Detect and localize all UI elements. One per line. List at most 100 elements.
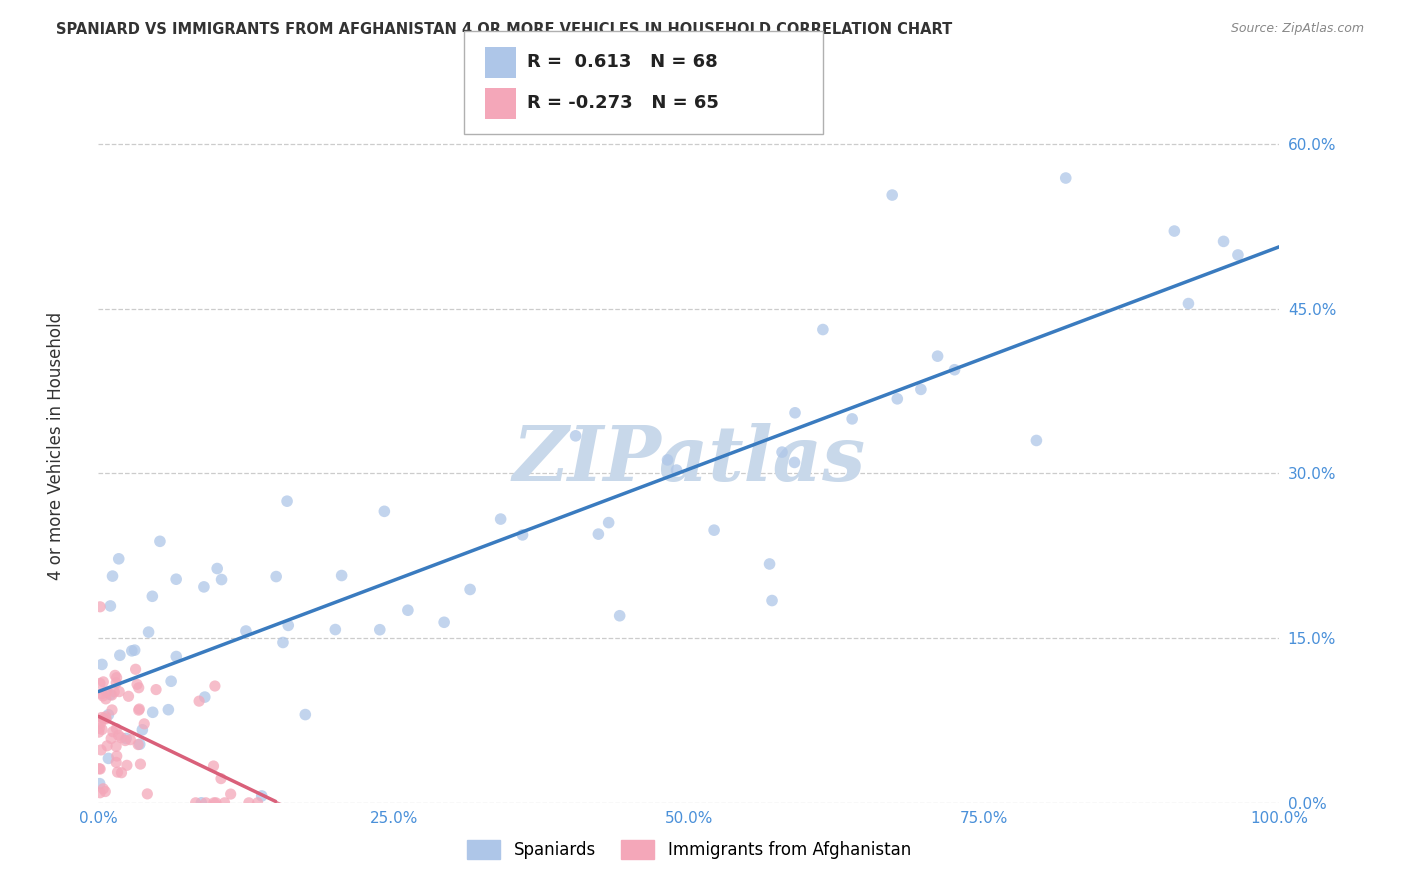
Point xyxy=(87,725,110,739)
Point xyxy=(94,784,117,798)
Point xyxy=(323,623,346,637)
Point xyxy=(202,796,225,810)
Point xyxy=(94,709,117,723)
Text: R =  0.613   N = 68: R = 0.613 N = 68 xyxy=(527,54,718,71)
Point xyxy=(117,690,139,704)
Point xyxy=(105,749,128,764)
Point xyxy=(138,625,160,640)
Point xyxy=(264,569,287,583)
Point xyxy=(89,762,111,776)
Point xyxy=(131,723,153,737)
Point xyxy=(89,777,111,791)
Point xyxy=(1054,171,1077,186)
Text: SPANIARD VS IMMIGRANTS FROM AFGHANISTAN 4 OR MORE VEHICLES IN HOUSEHOLD CORRELAT: SPANIARD VS IMMIGRANTS FROM AFGHANISTAN … xyxy=(56,22,952,37)
Point xyxy=(134,716,156,731)
Point xyxy=(115,758,138,772)
Point xyxy=(205,561,228,575)
Point xyxy=(211,573,233,587)
Point xyxy=(783,455,806,469)
Point xyxy=(97,707,120,722)
Point xyxy=(125,677,148,691)
Point xyxy=(101,724,124,739)
Point xyxy=(94,712,117,726)
Point xyxy=(107,551,129,566)
Point xyxy=(609,608,631,623)
Point xyxy=(209,772,232,786)
Point xyxy=(124,662,146,676)
Point xyxy=(101,569,124,583)
Point xyxy=(564,429,586,443)
Point xyxy=(276,494,298,508)
Point xyxy=(193,580,215,594)
Point xyxy=(886,392,908,406)
Point xyxy=(124,643,146,657)
Point xyxy=(107,728,129,742)
Point xyxy=(104,668,127,682)
Point xyxy=(94,692,117,706)
Point xyxy=(910,383,932,397)
Point xyxy=(588,527,610,541)
Point xyxy=(129,757,152,772)
Point xyxy=(160,674,183,689)
Point xyxy=(103,685,125,699)
Point xyxy=(110,765,132,780)
Point xyxy=(1177,296,1199,310)
Point xyxy=(149,534,172,549)
Point xyxy=(128,703,150,717)
Point xyxy=(136,787,159,801)
Point xyxy=(758,557,780,571)
Point xyxy=(97,751,120,765)
Point xyxy=(219,787,242,801)
Point xyxy=(458,582,481,597)
Point xyxy=(271,635,294,649)
Point xyxy=(107,765,129,780)
Point xyxy=(89,676,111,690)
Point xyxy=(101,688,124,702)
Point xyxy=(1025,434,1047,448)
Point xyxy=(330,568,353,582)
Point xyxy=(96,685,118,699)
Point xyxy=(433,615,456,630)
Point xyxy=(1163,224,1185,238)
Legend: Spaniards, Immigrants from Afghanistan: Spaniards, Immigrants from Afghanistan xyxy=(460,833,918,866)
Point xyxy=(184,796,207,810)
Point xyxy=(194,796,217,810)
Point xyxy=(120,732,142,747)
Point xyxy=(294,707,316,722)
Point xyxy=(214,796,236,810)
Point xyxy=(100,731,122,746)
Point xyxy=(90,743,112,757)
Point xyxy=(105,756,128,770)
Point xyxy=(841,412,863,426)
Point xyxy=(943,362,966,376)
Point xyxy=(115,731,138,746)
Point xyxy=(141,589,163,603)
Point xyxy=(657,453,679,467)
Point xyxy=(770,445,793,459)
Point xyxy=(204,679,226,693)
Point xyxy=(246,796,269,810)
Point xyxy=(89,762,111,776)
Point xyxy=(96,739,118,753)
Point xyxy=(93,712,115,726)
Point xyxy=(188,694,211,708)
Point xyxy=(512,528,534,542)
Point xyxy=(89,721,111,735)
Point xyxy=(238,796,260,810)
Point xyxy=(1212,235,1234,249)
Point xyxy=(89,599,111,614)
Point xyxy=(91,657,114,672)
Text: 4 or more Vehicles in Household: 4 or more Vehicles in Household xyxy=(48,312,65,580)
Point xyxy=(202,759,225,773)
Point xyxy=(157,703,180,717)
Point xyxy=(101,703,124,717)
Point xyxy=(110,731,132,745)
Point xyxy=(98,688,121,702)
Point xyxy=(90,716,112,731)
Point xyxy=(761,593,783,607)
Point xyxy=(882,188,904,202)
Point xyxy=(250,789,273,803)
Point xyxy=(91,689,114,703)
Point xyxy=(105,722,128,736)
Text: Source: ZipAtlas.com: Source: ZipAtlas.com xyxy=(1230,22,1364,36)
